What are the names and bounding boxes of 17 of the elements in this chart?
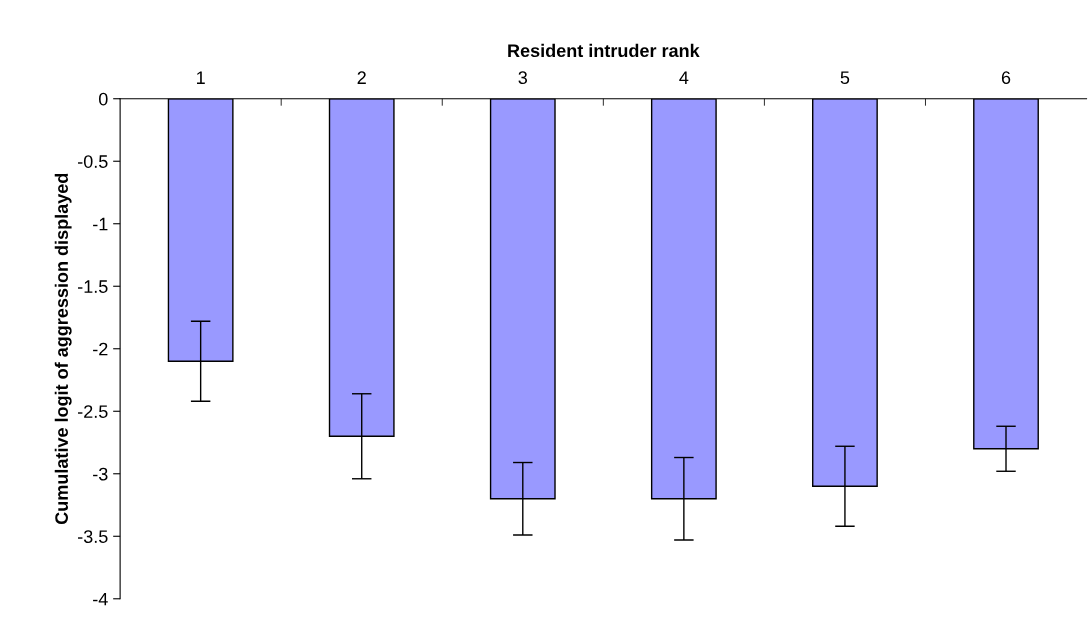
x-tick-label: 6 [1001, 71, 1011, 85]
x-tick-label: 2 [357, 71, 366, 84]
y-axis-title: Cumulative logit of aggression displayed [54, 173, 72, 525]
x-tick-label: 3 [518, 71, 528, 85]
y-tick-label: 0 [98, 92, 108, 106]
y-tick-label: -0.5 [78, 155, 108, 168]
y-tick-label: -1 [93, 217, 108, 231]
x-tick-label: 5 [840, 71, 850, 85]
x-tick-label: 4 [679, 71, 689, 84]
y-tick-label: -1.5 [78, 280, 108, 293]
y-tick-label: -2.5 [78, 405, 108, 418]
y-tick-label: -3 [93, 467, 108, 481]
x-tick-label: 1 [197, 71, 205, 84]
x-axis-title: Resident intruder rank [508, 43, 700, 58]
y-tick-label: -2 [93, 342, 108, 356]
y-tick-label: -4 [93, 592, 108, 606]
y-tick-label: -3.5 [78, 530, 108, 543]
